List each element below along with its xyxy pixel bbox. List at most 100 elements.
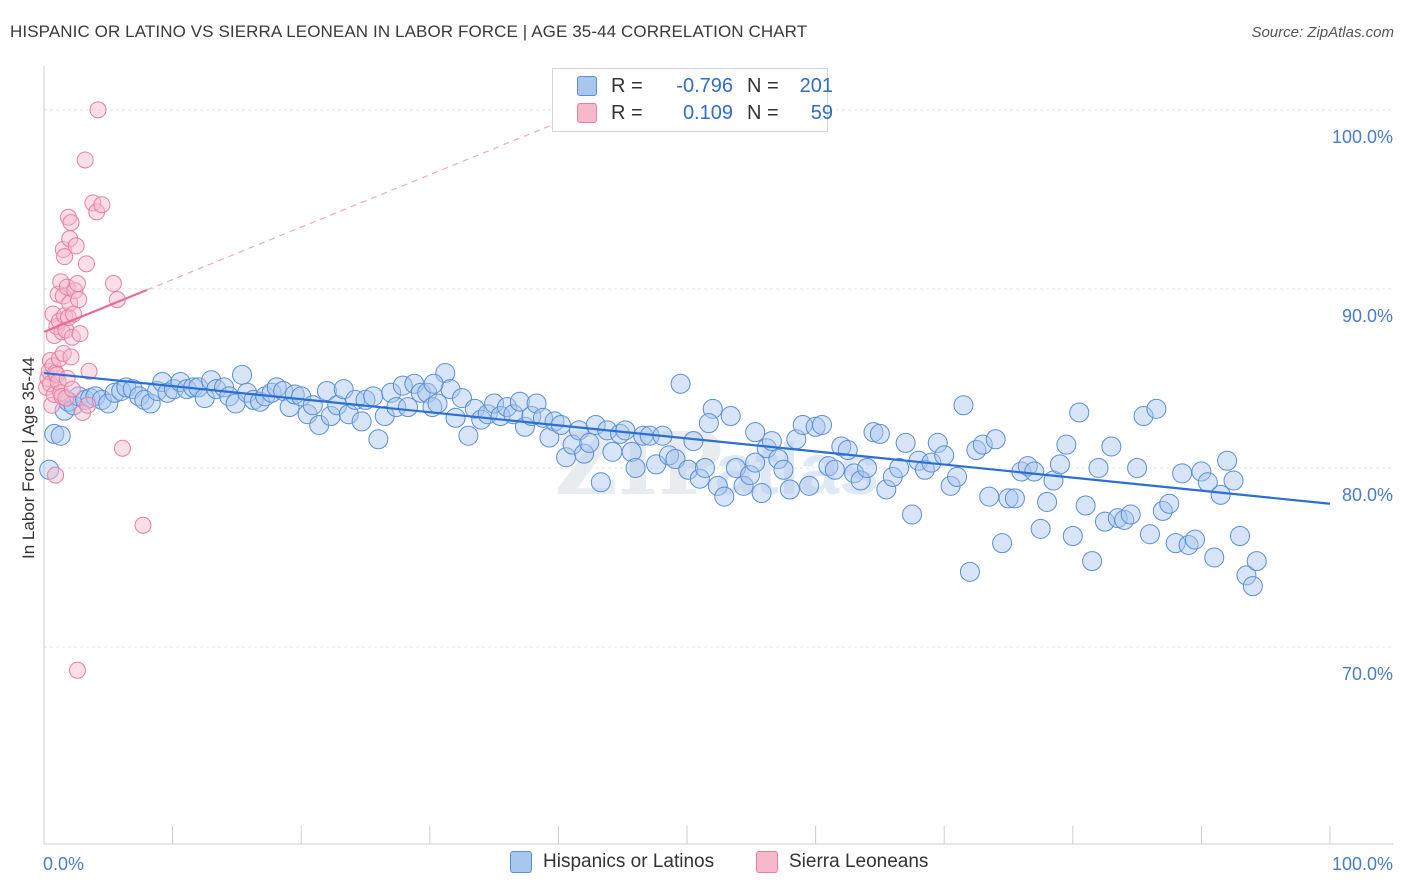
point-hispanic [985, 429, 1006, 450]
stats-legend: R = -0.796 N = 201 R = 0.109 N = 59 [552, 68, 833, 132]
axes [43, 66, 1393, 845]
point-hispanic [1217, 450, 1238, 471]
point-hispanic [818, 456, 839, 477]
legend-label-sierra-leonean: Sierra Leoneans [789, 851, 929, 872]
point-hispanic [992, 533, 1013, 554]
point-hispanic [824, 459, 845, 480]
watermark: ZIP atlas [555, 414, 879, 515]
point-hispanic [509, 391, 530, 412]
n-label: N = [747, 101, 779, 124]
point-hispanic [805, 416, 826, 437]
point-hispanic [665, 449, 686, 469]
stats-row-hispanic: R = -0.796 N = 201 [577, 73, 833, 99]
point-sierra-leonean [79, 396, 97, 414]
point-hispanic [745, 422, 766, 443]
point-sierra-leonean [70, 291, 88, 309]
point-hispanic [1120, 504, 1141, 525]
point-hispanic [895, 432, 916, 453]
point-hispanic [812, 414, 833, 435]
watermark-zip: ZIP [555, 414, 723, 515]
point-hispanic [751, 483, 772, 504]
point-hispanic [1004, 488, 1025, 509]
point-hispanic [831, 436, 852, 457]
point-hispanic [799, 475, 820, 496]
point-sierra-leonean [76, 151, 94, 169]
trend-line-sierra-leonean-extension [146, 121, 559, 291]
point-hispanic [1165, 533, 1186, 554]
point-sierra-leonean [63, 380, 81, 398]
point-hispanic [869, 423, 890, 444]
trend-line-sierra-leonean [43, 288, 148, 333]
swatch-hispanic [577, 76, 597, 96]
point-hispanic [1107, 508, 1128, 529]
point-hispanic [44, 423, 65, 444]
point-sierra-leonean [68, 275, 86, 293]
y-tick-label: 90.0% [1342, 306, 1393, 326]
r-label: R = [611, 74, 643, 97]
point-hispanic [1082, 551, 1103, 572]
point-hispanic [979, 486, 1000, 507]
point-hispanic [1236, 565, 1257, 586]
trend-lines [43, 121, 1331, 505]
point-sierra-leonean [113, 439, 131, 457]
point-hispanic [707, 475, 728, 496]
point-hispanic [773, 459, 794, 480]
point-sierra-leonean [67, 237, 85, 255]
point-hispanic [1191, 461, 1212, 482]
r-value: 0.109 [682, 101, 733, 124]
point-hispanic [539, 427, 560, 448]
point-sierra-leonean [93, 196, 111, 214]
point-hispanic [1062, 526, 1083, 546]
n-value: 201 [799, 74, 833, 97]
point-hispanic [733, 475, 754, 496]
legend-swatch-hispanic [510, 851, 532, 873]
point-hispanic [953, 395, 974, 416]
x-tick-labels: 0.0% 100.0% [43, 854, 1393, 874]
point-sierra-leonean [80, 362, 98, 380]
point-sierra-leonean [62, 214, 80, 232]
point-hispanic [316, 380, 337, 401]
n-value: 59 [810, 101, 833, 124]
point-hispanic [451, 388, 472, 409]
point-hispanic [615, 420, 636, 441]
point-hispanic [1223, 470, 1244, 491]
point-hispanic [966, 440, 987, 461]
point-sierra-leonean [47, 466, 65, 484]
point-hispanic [152, 372, 173, 392]
y-tick-label: 80.0% [1342, 485, 1393, 505]
source-label: Source: ZipAtlas.com [1251, 24, 1394, 41]
point-hispanic [1242, 576, 1263, 597]
point-hispanic [1069, 402, 1090, 423]
point-hispanic [397, 397, 418, 418]
x-tick-label: 0.0% [43, 854, 84, 874]
point-hispanic [50, 425, 71, 446]
point-hispanic [368, 429, 389, 450]
point-sierra-leonean [54, 240, 72, 258]
point-sierra-leonean [104, 275, 122, 293]
point-hispanic [464, 398, 485, 419]
point-hispanic [1024, 461, 1045, 482]
legend-item-sierra-leonean[interactable]: Sierra Leoneans [756, 851, 928, 873]
point-sierra-leonean [56, 248, 74, 266]
point-hispanic [1075, 495, 1096, 516]
point-hispanic [1229, 526, 1250, 546]
y-tick-label: 100.0% [1332, 127, 1393, 147]
point-hispanic [902, 504, 923, 525]
point-hispanic [1178, 534, 1199, 555]
series-legend: Hispanics or Latinos Sierra Leoneans [0, 851, 1406, 879]
legend-item-hispanic[interactable]: Hispanics or Latinos [510, 851, 714, 873]
point-hispanic [689, 468, 710, 489]
point-hispanic [140, 393, 161, 414]
trend-line-hispanic [43, 371, 1331, 505]
point-hispanic [889, 457, 910, 478]
point-hispanic [98, 393, 119, 414]
y-tick-label: 70.0% [1342, 664, 1393, 684]
point-hispanic [1146, 398, 1167, 419]
point-hispanic [670, 373, 691, 394]
point-hispanic [1246, 551, 1267, 572]
y-axis-label: In Labor Force | Age 35-44 [19, 357, 38, 559]
point-hispanic [745, 452, 766, 473]
point-hispanic [1017, 456, 1038, 477]
point-hispanic [695, 457, 716, 478]
